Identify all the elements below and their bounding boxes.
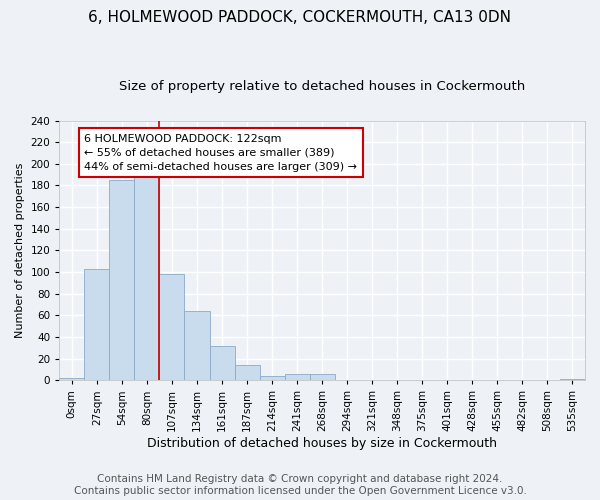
Bar [134, 174, 160, 380]
Bar [310, 374, 335, 380]
Text: 6 HOLMEWOOD PADDOCK: 122sqm
← 55% of detached houses are smaller (389)
44% of se: 6 HOLMEWOOD PADDOCK: 122sqm ← 55% of det… [85, 134, 358, 172]
Bar [284, 374, 310, 380]
Title: Size of property relative to detached houses in Cockermouth: Size of property relative to detached ho… [119, 80, 525, 93]
Bar [209, 346, 235, 380]
Text: 6, HOLMEWOOD PADDOCK, COCKERMOUTH, CA13 0DN: 6, HOLMEWOOD PADDOCK, COCKERMOUTH, CA13 … [89, 10, 511, 25]
Bar [235, 365, 260, 380]
Text: Contains public sector information licensed under the Open Government Licence v3: Contains public sector information licen… [74, 486, 526, 496]
Bar [160, 274, 184, 380]
Bar [260, 376, 284, 380]
Bar [59, 378, 85, 380]
Bar [184, 311, 209, 380]
Bar [85, 269, 109, 380]
Bar [109, 180, 134, 380]
X-axis label: Distribution of detached houses by size in Cockermouth: Distribution of detached houses by size … [147, 437, 497, 450]
Bar [560, 379, 585, 380]
Text: Contains HM Land Registry data © Crown copyright and database right 2024.: Contains HM Land Registry data © Crown c… [97, 474, 503, 484]
Y-axis label: Number of detached properties: Number of detached properties [15, 162, 25, 338]
